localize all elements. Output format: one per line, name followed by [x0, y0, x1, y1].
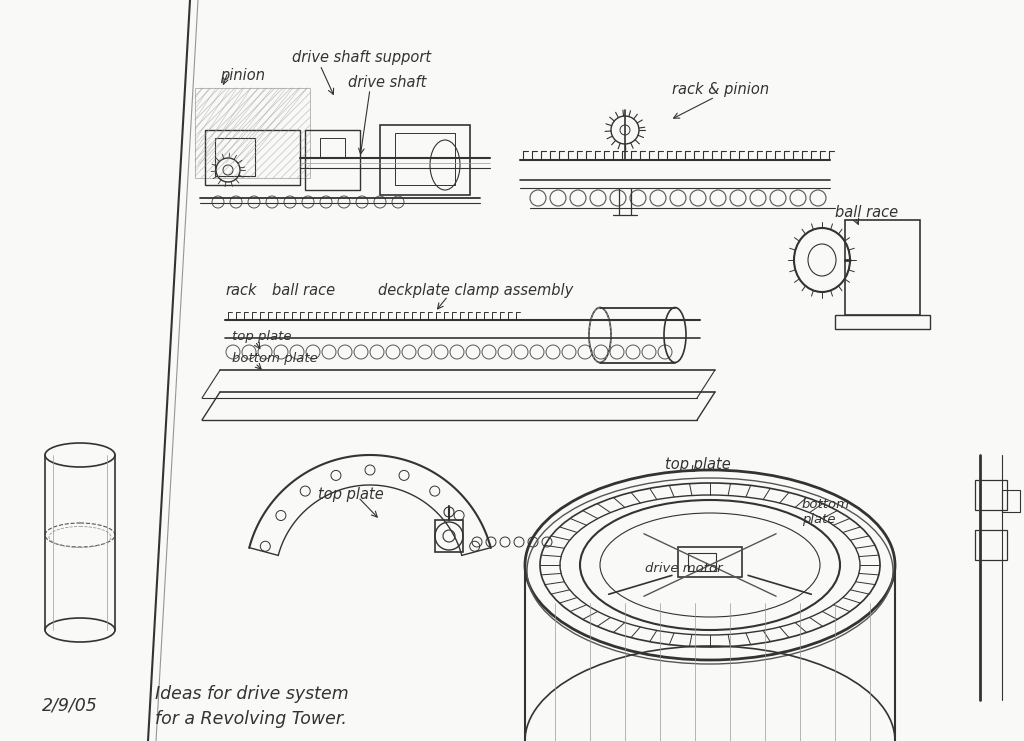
Text: top plate: top plate	[665, 457, 731, 472]
Bar	[975, 530, 1007, 560]
Text: drive shaft support: drive shaft support	[292, 50, 431, 65]
Text: pinion: pinion	[220, 68, 265, 83]
Text: for a Revolving Tower.: for a Revolving Tower.	[155, 710, 347, 728]
Bar	[835, 315, 930, 329]
Bar	[195, 88, 310, 178]
Bar	[845, 220, 920, 315]
Text: ball race: ball race	[272, 283, 335, 298]
Text: top plate: top plate	[318, 487, 384, 502]
Text: deckplate clamp assembly: deckplate clamp assembly	[378, 283, 573, 298]
Bar	[435, 520, 463, 552]
Bar	[678, 547, 742, 577]
Text: drive shaft: drive shaft	[348, 75, 426, 90]
Bar	[1002, 490, 1020, 512]
Text: 2/9/05: 2/9/05	[42, 697, 97, 715]
Bar	[975, 480, 1007, 510]
Bar	[380, 125, 470, 195]
Text: rack: rack	[225, 283, 256, 298]
Text: drive motor: drive motor	[645, 562, 723, 575]
Bar	[215, 138, 255, 176]
Text: ball race: ball race	[835, 205, 898, 220]
Bar	[688, 553, 716, 571]
Bar	[319, 138, 345, 158]
Text: bottom
plate: bottom plate	[802, 498, 850, 526]
Text: Ideas for drive system: Ideas for drive system	[155, 685, 348, 703]
Text: rack & pinion: rack & pinion	[672, 82, 769, 97]
Bar	[205, 130, 300, 185]
Text: top plate: top plate	[232, 330, 292, 343]
Bar	[395, 133, 455, 185]
Bar	[305, 130, 360, 190]
Text: bottom plate: bottom plate	[232, 352, 317, 365]
